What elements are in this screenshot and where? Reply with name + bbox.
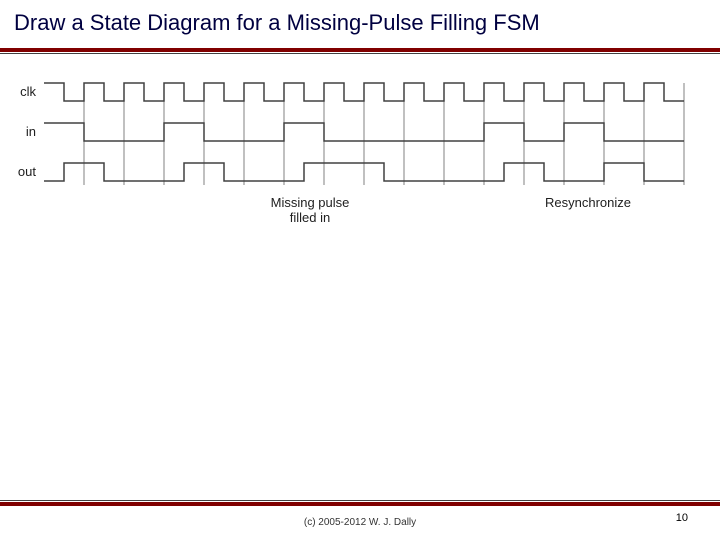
signal-label-out: out <box>18 164 36 179</box>
annotation-0: filled in <box>290 210 330 225</box>
annotation-0: Missing pulse <box>271 195 350 210</box>
page-number: 10 <box>676 512 688 524</box>
slide: Draw a State Diagram for a Missing-Pulse… <box>0 0 720 540</box>
copyright-text: (c) 2005-2012 W. J. Dally <box>304 517 416 528</box>
waveform-clk <box>44 83 684 101</box>
signal-label-in: in <box>26 124 36 139</box>
footer-rule <box>0 500 720 506</box>
signal-label-clk: clk <box>20 84 36 99</box>
title-rule <box>0 48 720 54</box>
page-title: Draw a State Diagram for a Missing-Pulse… <box>14 10 540 36</box>
timing-svg: clk in out Missing pulsefilled in Resynchron… <box>0 75 720 235</box>
annotation-1: Resynchronize <box>545 195 631 210</box>
timing-diagram: clk in out Missing pulsefilled in Resynchron… <box>0 75 720 235</box>
